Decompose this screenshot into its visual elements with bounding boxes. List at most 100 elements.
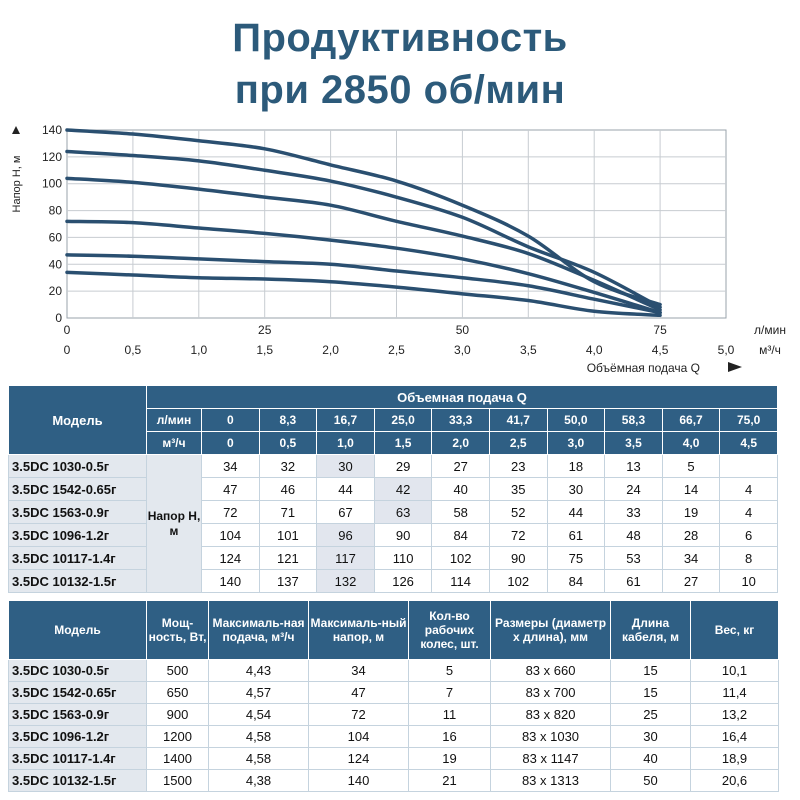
x-tick-label-m3h: 1,0: [190, 343, 207, 357]
spec-header-6: Длина кабеля, м: [610, 600, 691, 660]
y-tick-label: 140: [42, 123, 62, 137]
perf-lpm-value: 25,0: [373, 408, 433, 432]
perf-m3h-value: 2,5: [488, 431, 548, 455]
head-value-cell: 63: [373, 500, 433, 524]
curve-series-3: [65, 219, 662, 315]
perf-lpm-value: 8,3: [258, 408, 318, 432]
perf-lpm-value: 16,7: [316, 408, 375, 432]
model-name: 3.5DC 1542-0.65г: [8, 681, 147, 704]
performance-table: Модель Объемная подача Q л/мин 0 8,3 16,7 2…: [8, 385, 778, 593]
head-value-cell: 117: [316, 546, 375, 570]
perf-model-header: Модель: [8, 385, 147, 455]
spec-cell: 500: [146, 659, 209, 682]
head-value-cell: 61: [546, 523, 606, 547]
perf-lpm-value: 41,7: [488, 408, 548, 432]
head-value-cell: 4: [719, 477, 778, 501]
spec-cell: 83 х 1313: [490, 769, 611, 792]
head-value-cell: 110: [373, 546, 433, 570]
head-value-cell: 96: [316, 523, 375, 547]
x-tick-label-lpm: 0: [64, 323, 71, 337]
spec-cell: 21: [408, 769, 491, 792]
x-tick-label-m3h: 4,0: [586, 343, 603, 357]
head-value-cell: 27: [661, 569, 721, 593]
head-value-cell: 29: [373, 454, 433, 478]
head-value-cell: 30: [316, 454, 375, 478]
head-value-cell: 32: [258, 454, 318, 478]
spec-header-2: Максималь-ная подача, м³/ч: [208, 600, 309, 660]
head-value-cell: 75: [546, 546, 606, 570]
table-row: 3.5DC 1563-0.9г 900 4,54 72 11 83 х 820 25 13,2: [8, 703, 779, 726]
perf-lpm-value: 33,3: [431, 408, 490, 432]
head-value-cell: 101: [258, 523, 318, 547]
head-value-cell: 132: [316, 569, 375, 593]
head-value-cell: 90: [488, 546, 548, 570]
perf-lpm-value: 75,0: [719, 408, 778, 432]
spec-cell: 4,58: [208, 725, 309, 748]
perf-m3h-value: 1,0: [316, 431, 375, 455]
perf-lpm-value: 50,0: [546, 408, 606, 432]
spec-cell: 140: [308, 769, 409, 792]
head-value-cell: [719, 454, 778, 478]
head-value-cell: 58: [431, 500, 490, 524]
head-value-cell: 137: [258, 569, 318, 593]
spec-cell: 16,4: [690, 725, 779, 748]
head-value-cell: 18: [546, 454, 606, 478]
head-value-cell: 27: [431, 454, 490, 478]
table-row: 3.5DC 1096-1.2г 104 101 96 90 84 72 61 48 28 6: [8, 523, 778, 547]
x-unit-m3h: м³/ч: [759, 343, 781, 357]
perf-m3h-value: 1,5: [373, 431, 433, 455]
spec-cell: 4,38: [208, 769, 309, 792]
spec-header-5: Размеры (диаметр х длина), мм: [490, 600, 611, 660]
spec-cell: 25: [610, 703, 691, 726]
perf-m3h-value: 2,0: [431, 431, 490, 455]
head-value-cell: 72: [201, 500, 260, 524]
model-name: 3.5DC 1563-0.9г: [8, 500, 147, 524]
model-name: 3.5DC 1563-0.9г: [8, 703, 147, 726]
spec-cell: 83 х 1147: [490, 747, 611, 770]
spec-cell: 83 х 1030: [490, 725, 611, 748]
y-tick-label: 0: [55, 311, 62, 325]
head-value-cell: 52: [488, 500, 548, 524]
head-value-cell: 124: [201, 546, 260, 570]
perf-lpm-value: 0: [201, 408, 260, 432]
spec-cell: 4,57: [208, 681, 309, 704]
spec-cell: 19: [408, 747, 491, 770]
spec-cell: 16: [408, 725, 491, 748]
spec-cell: 15: [610, 681, 691, 704]
head-value-cell: 90: [373, 523, 433, 547]
spec-cell: 30: [610, 725, 691, 748]
perf-m3h-value: 3,0: [546, 431, 606, 455]
model-name: 3.5DC 10117-1.4г: [8, 747, 147, 770]
x-axis-arrow-icon: [728, 362, 742, 372]
spec-cell: 1200: [146, 725, 209, 748]
head-value-cell: 44: [546, 500, 606, 524]
performance-chart: 0 20 40 60 80 100 120 140 Напор H, м 0 25 50 75 л/мин…: [11, 123, 786, 375]
y-tick-label: 20: [49, 284, 63, 298]
y-tick-label: 60: [49, 230, 63, 244]
spec-header-1: Мощ-ность, Вт,: [146, 600, 209, 660]
head-value-cell: 8: [719, 546, 778, 570]
spec-header-4: Кол-во рабочих колес, шт.: [408, 600, 491, 660]
spec-cell: 1400: [146, 747, 209, 770]
spec-cell: 83 х 700: [490, 681, 611, 704]
spec-header-3: Максималь-ный напор, м: [308, 600, 409, 660]
table-row: 3.5DC 10132-1.5г 140 137 132 126 114 102 84 61 27…: [8, 569, 778, 593]
head-value-cell: 48: [604, 523, 663, 547]
head-value-cell: 47: [201, 477, 260, 501]
spec-cell: 18,9: [690, 747, 779, 770]
model-name: 3.5DC 10132-1.5г: [8, 769, 147, 792]
head-value-cell: 84: [546, 569, 606, 593]
model-name: 3.5DC 1030-0.5г: [8, 659, 147, 682]
spec-cell: 20,6: [690, 769, 779, 792]
perf-m3h-value: 4,0: [661, 431, 721, 455]
x-tick-label-m3h: 0: [64, 343, 71, 357]
x-tick-label-m3h: 4,5: [652, 343, 669, 357]
head-value-cell: 102: [488, 569, 548, 593]
head-value-cell: 53: [604, 546, 663, 570]
head-value-cell: 40: [431, 477, 490, 501]
table-row: 3.5DC 1096-1.2г 1200 4,58 104 16 83 х 1030 30 1…: [8, 725, 779, 748]
head-value-cell: 44: [316, 477, 375, 501]
spec-cell: 7: [408, 681, 491, 704]
y-tick-label: 120: [42, 150, 62, 164]
perf-lpm-value: 58,3: [604, 408, 663, 432]
